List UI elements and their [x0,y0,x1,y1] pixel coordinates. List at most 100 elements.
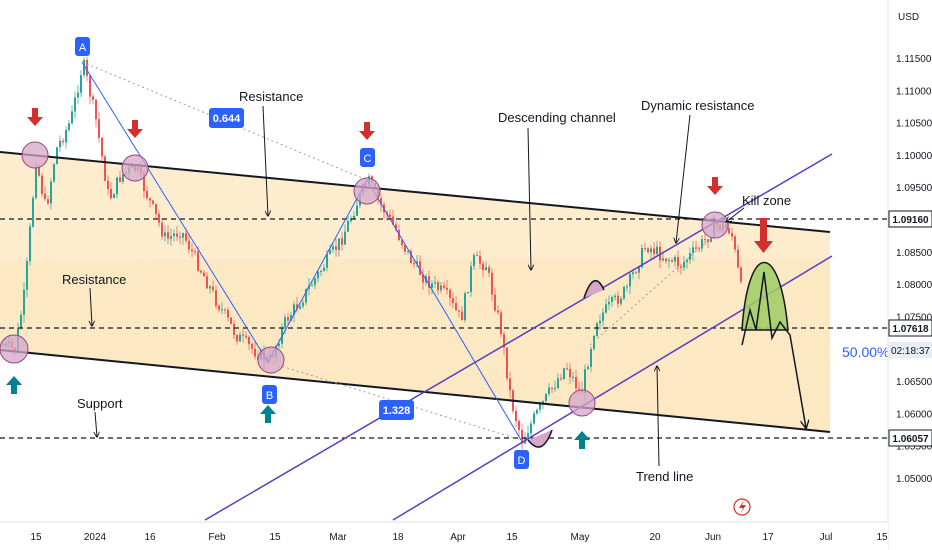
candle [626,284,628,292]
candle [215,285,217,309]
label-dynamic-resistance: Dynamic resistance [641,98,754,113]
candle [728,224,730,235]
candle [401,239,403,249]
candle [227,306,229,322]
candle [194,248,196,256]
candle [644,242,646,252]
candle [32,195,34,228]
candle [482,261,484,278]
candle [440,281,442,294]
candle [560,374,562,382]
time-tick-label: 16 [144,532,156,543]
time-tick-label: Feb [208,532,226,543]
candle [65,126,67,150]
fib-percent-label: 50.00% [842,344,889,360]
candle [95,98,97,128]
lightning-icon[interactable] [733,498,751,516]
candle [254,341,256,360]
candle [680,265,682,275]
candle [23,282,25,323]
candle [335,238,337,257]
red-arrow [127,120,143,138]
touch-circle [0,334,29,364]
red-arrows [27,108,773,253]
time-axis[interactable] [0,522,888,550]
candle [356,199,358,217]
candle [476,251,478,257]
candle [467,291,469,294]
candle [470,261,472,297]
candle [407,250,409,256]
candle [197,246,199,273]
candle [167,225,169,245]
price-badge-bottom: 1.06057 [888,429,932,447]
time-tick-label: Jul [820,532,833,543]
red-arrow [707,177,723,195]
red-arrow [27,108,43,126]
candle [56,146,58,165]
candle [473,253,475,270]
candle [188,234,190,254]
candle [293,301,295,323]
candle [611,295,613,307]
candle [443,281,445,290]
point-label-a: A [75,37,90,56]
red-arrow [754,218,773,253]
candle [251,342,253,354]
candle [107,175,109,195]
descending-channel-inner-fill [0,258,830,432]
candle [233,320,235,340]
candle [347,216,349,233]
candle [155,203,157,219]
candle [677,250,679,273]
touch-circle [568,389,596,417]
candle [569,363,571,385]
abcd-dotted-bd [267,361,522,441]
candle [314,277,316,289]
candle [446,279,448,295]
ratio-label-ab: 0.644 [209,108,244,128]
price-badge-mid-text: 1.07618 [892,324,929,335]
price-tick-label: 1.06500 [896,377,932,388]
candle [692,241,694,261]
candle [122,173,124,184]
candle [161,218,163,240]
candle [104,154,106,182]
candle [344,224,346,245]
candle [341,231,343,251]
candle [71,105,73,125]
point-label-b: B [262,385,277,404]
candle [491,268,493,301]
label-resistance-top: Resistance [239,89,303,104]
ratio-bc-text: 1.328 [383,405,411,417]
time-tick-label: 15 [30,532,42,543]
time-tick-label: 15 [506,532,518,543]
candle [650,245,652,259]
candle [737,244,739,269]
candle [149,197,151,208]
candle [671,257,673,263]
time-tick-label: 20 [649,532,661,543]
candle [614,293,616,301]
candle [629,272,631,294]
candle [92,93,94,105]
candle [452,292,454,309]
candle [170,228,172,246]
candle [113,192,115,199]
candle [212,280,214,293]
candle [701,235,703,252]
candle [638,266,640,280]
candle [533,410,535,426]
candle [158,210,160,228]
candle [740,265,742,284]
candle [437,279,439,296]
candle [500,309,502,338]
candle [101,136,103,163]
price-tick-label: 1.10000 [896,151,932,162]
candle [47,195,49,206]
abcd-dotted-ac [81,61,368,181]
point-c-text: C [364,153,372,165]
candle [173,229,175,242]
candle [80,70,82,98]
